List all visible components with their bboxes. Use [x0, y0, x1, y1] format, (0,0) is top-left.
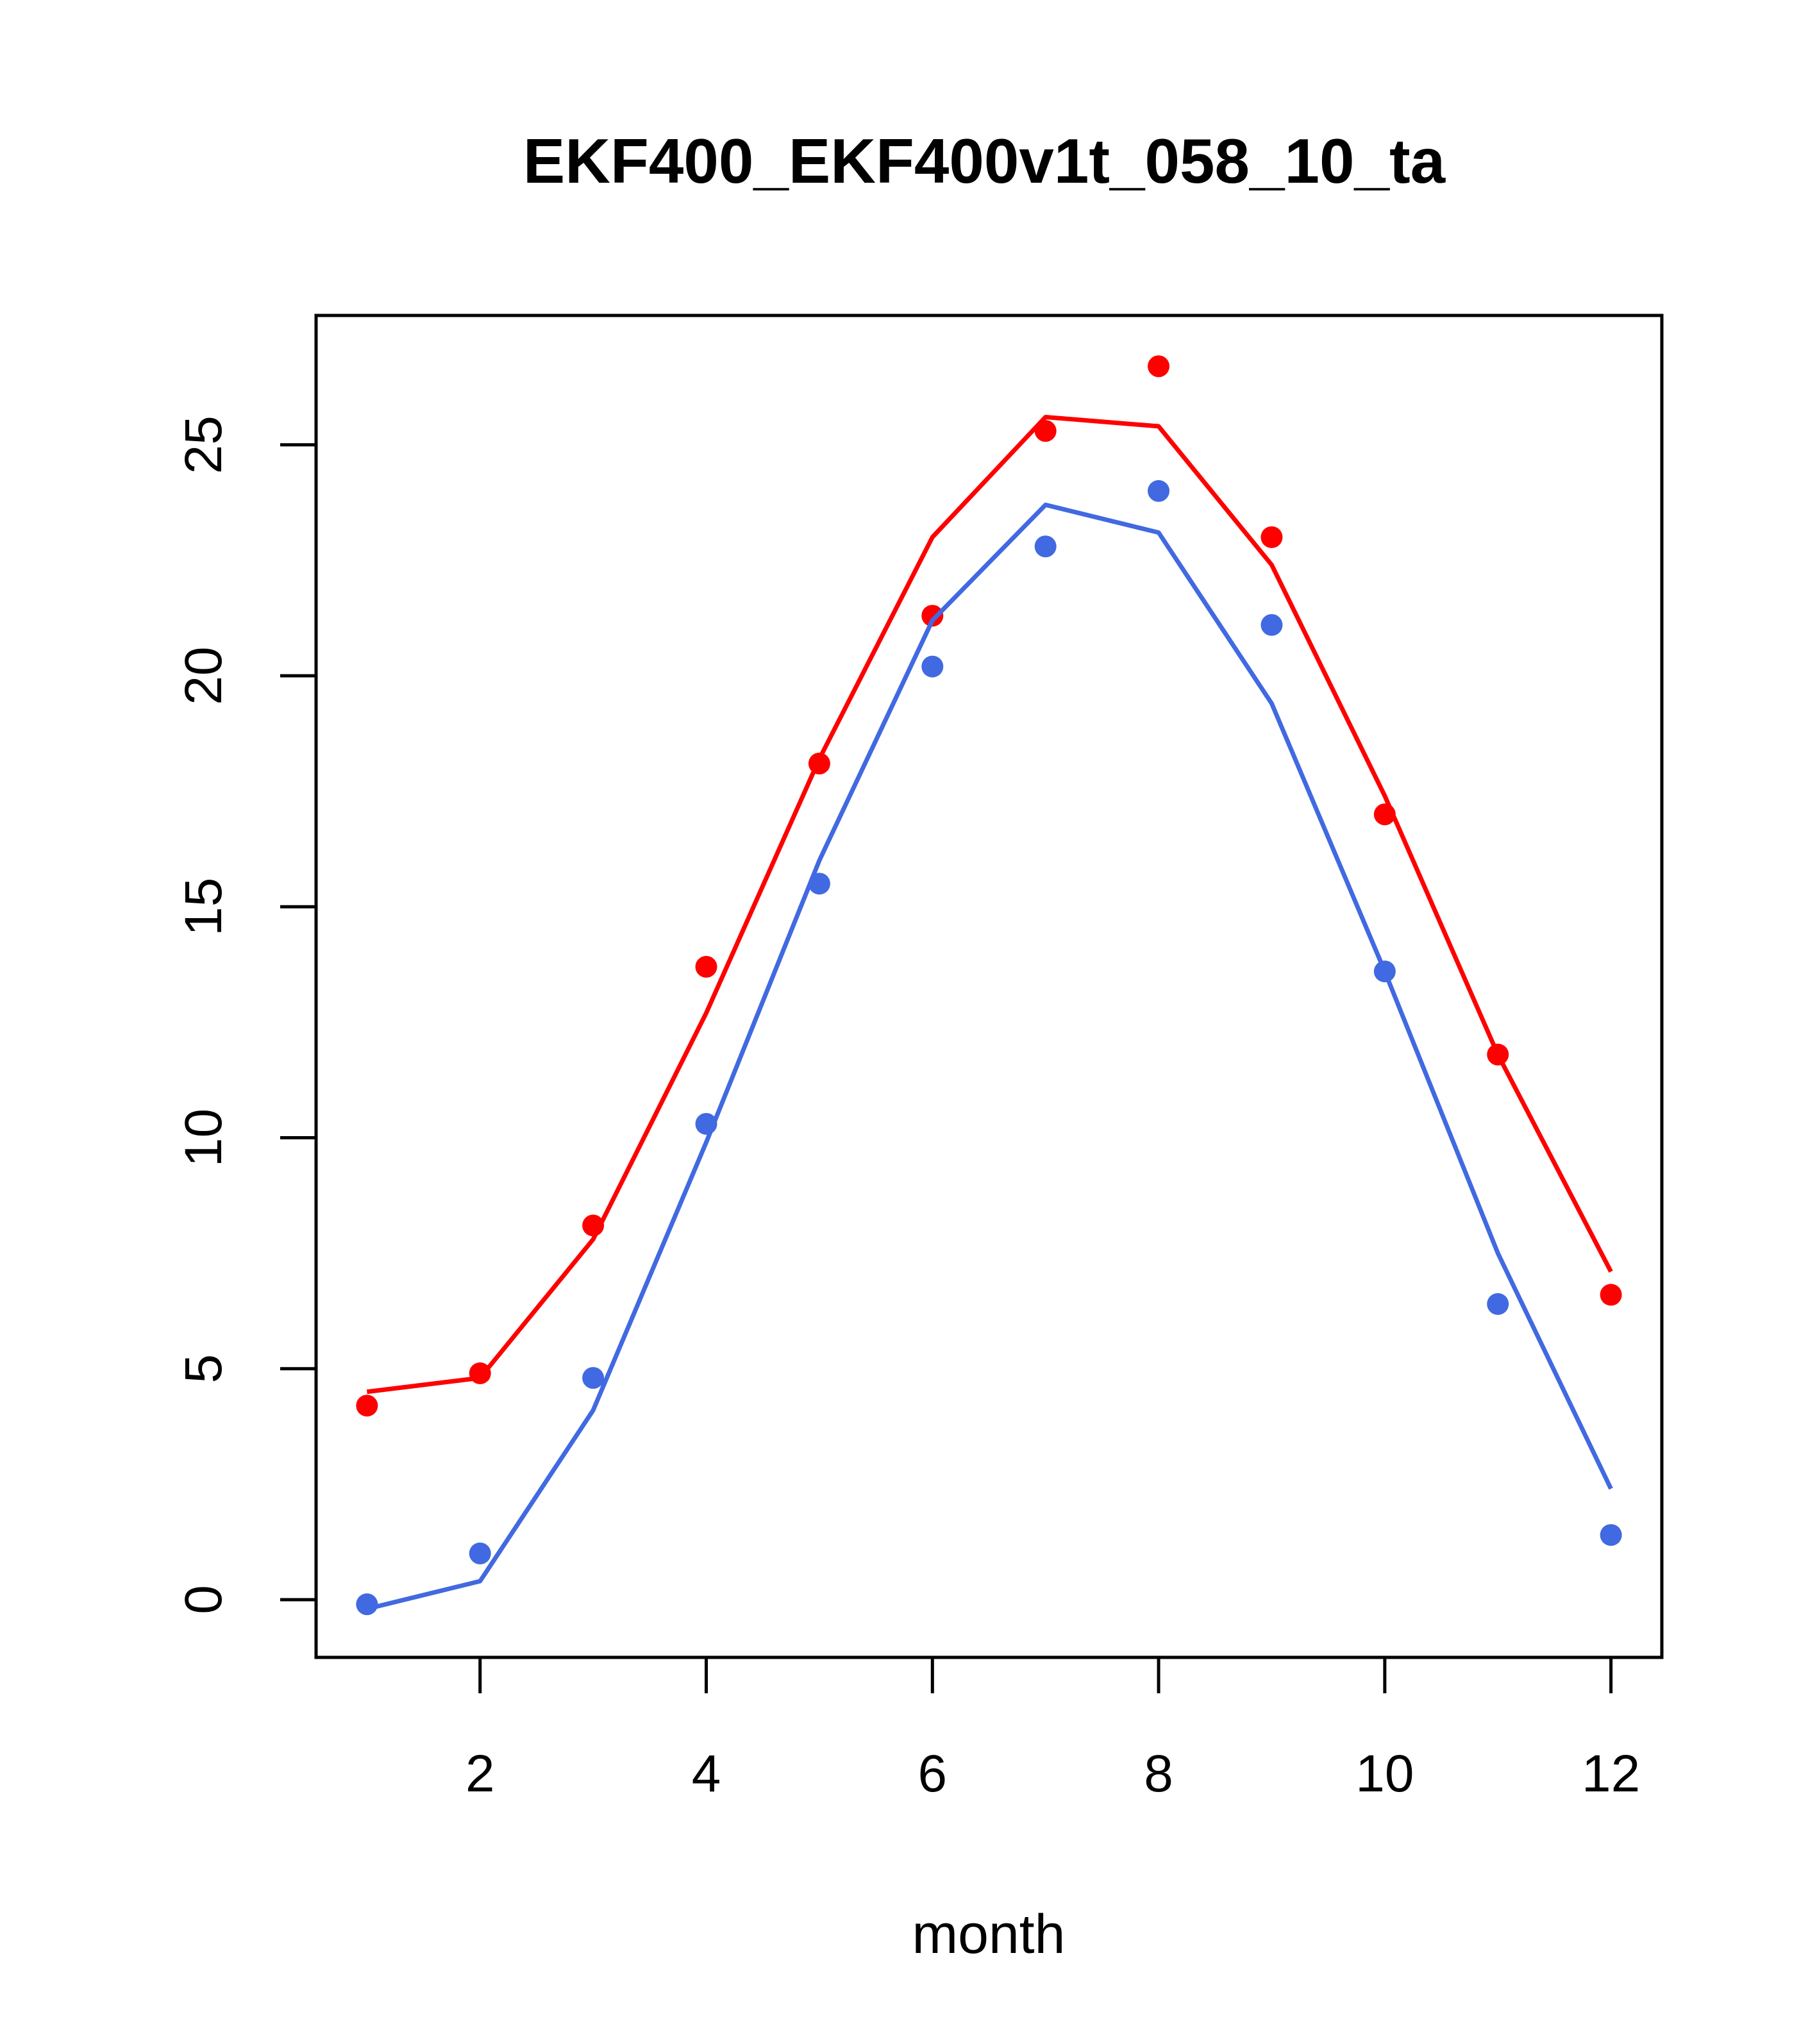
data-point: [1260, 526, 1283, 548]
x-tick-label: 6: [918, 1745, 948, 1803]
data-point: [921, 605, 944, 627]
data-point: [1487, 1043, 1509, 1066]
data-point: [356, 1395, 378, 1417]
x-axis: 2 4 6 8 10 12: [465, 1657, 1640, 1803]
x-tick-label: 2: [465, 1745, 495, 1803]
chart-title: EKF400_EKF400v1t_058_10_ta: [523, 126, 1446, 196]
data-point: [582, 1214, 605, 1237]
data-point: [695, 1112, 717, 1135]
data-point: [1148, 480, 1170, 502]
data-point: [921, 655, 944, 678]
data-point: [469, 1542, 491, 1564]
plot-frame: [314, 314, 1664, 1659]
series-line: [366, 502, 1613, 1611]
series-layer: [356, 355, 1622, 1616]
y-tick-label: 20: [174, 646, 233, 705]
data-point: [1373, 803, 1396, 826]
y-tick-label: 0: [174, 1585, 233, 1614]
y-tick-label: 5: [174, 1354, 233, 1384]
series: [356, 355, 1622, 1417]
x-tick-label: 12: [1582, 1745, 1640, 1803]
x-tick-label: 10: [1355, 1745, 1414, 1803]
data-point: [1373, 960, 1396, 983]
x-tick-label: 4: [692, 1745, 721, 1803]
data-point: [1600, 1524, 1622, 1546]
data-point: [1600, 1284, 1622, 1306]
data-point: [695, 955, 717, 978]
data-point: [1487, 1293, 1509, 1315]
data-point: [808, 873, 830, 895]
series: [356, 480, 1622, 1616]
x-axis-title: month: [912, 1904, 1065, 1965]
data-point: [1148, 355, 1170, 378]
data-point: [582, 1367, 605, 1389]
y-axis: 0 5 10 15 20 25: [174, 415, 316, 1614]
data-point: [1034, 535, 1057, 558]
data-point: [469, 1362, 491, 1384]
data-point: [1034, 420, 1057, 442]
data-point: [808, 752, 830, 775]
data-point: [356, 1593, 378, 1616]
y-tick-label: 15: [174, 878, 233, 936]
x-tick-label: 8: [1144, 1745, 1173, 1803]
data-point: [1260, 614, 1283, 636]
y-tick-label: 25: [174, 415, 233, 474]
series-line: [366, 415, 1613, 1395]
y-tick-label: 10: [174, 1109, 233, 1167]
